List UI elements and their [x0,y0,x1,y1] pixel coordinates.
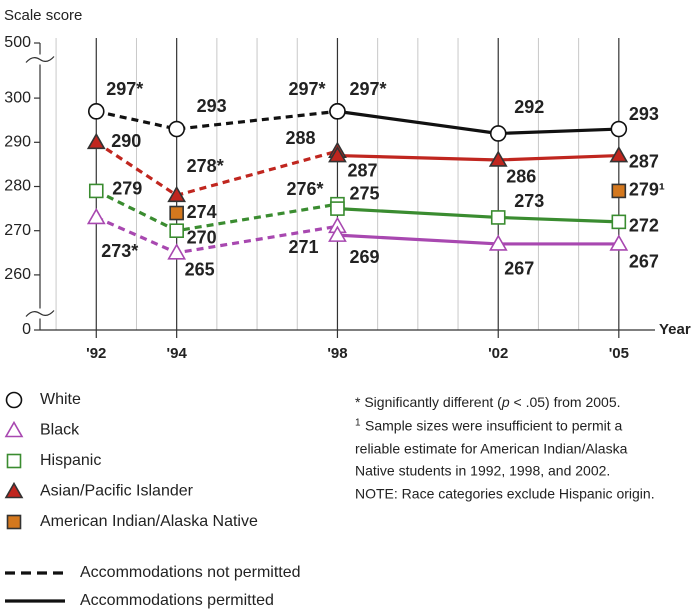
data-label: 293 [629,104,659,124]
data-label: 269 [349,247,379,267]
data-label: 297* [349,79,386,99]
data-label: 275 [349,183,379,203]
marker [488,234,508,251]
marker [328,145,347,163]
series-line [337,233,619,246]
data-label: 267 [629,252,659,272]
legend-label: Accommodations not permitted [80,564,301,581]
marker [609,145,629,163]
series-line [337,153,619,162]
marker [611,183,627,199]
data-label: 288 [285,128,315,148]
note-race: NOTE: Race categories exclude Hispanic o… [355,486,655,502]
legend-label: White [40,391,81,408]
y-tick-label: 290 [4,134,31,151]
data-label: 276* [286,179,323,199]
note-significance: * Significantly different (p < .05) from… [355,394,621,410]
marker [609,234,629,251]
marker [4,420,24,438]
marker [490,210,506,225]
footnote-line: reliable estimate for American Indian/Al… [355,441,628,457]
footnote-line: Native students in 1992, 1998, and 2002. [355,463,610,479]
marker [6,514,22,530]
series-line [337,109,619,136]
data-label: 279¹ [629,180,665,200]
data-label: 297* [288,79,325,99]
data-label: 287 [347,160,377,180]
axis-break [25,310,55,317]
series-line [337,207,619,224]
x-tick-label: '94 [167,345,188,362]
marker [5,391,23,409]
legend-label: Hispanic [40,452,101,469]
marker [168,120,185,138]
note-part: * Significantly different ( [355,394,502,410]
x-tick-label: '98 [327,345,347,362]
y-tick-label: 280 [4,178,31,195]
marker [167,243,187,260]
data-label: 265 [185,260,215,280]
axis-break [25,56,55,63]
data-label: 287 [629,151,659,171]
marker [488,150,508,167]
y-tick-label: 300 [4,89,31,106]
data-label: 270 [187,227,217,247]
data-label: 273 [514,191,544,211]
marker [329,103,346,120]
x-axis-title: Year [659,321,691,338]
note-part: < .05) from 2005. [510,394,621,410]
marker [169,223,184,238]
data-label: 278* [187,156,224,176]
x-tick-label: '02 [488,345,508,362]
data-label: 290 [111,131,141,151]
data-label: 297* [106,79,143,99]
marker [4,481,24,499]
data-label: 279 [112,179,142,199]
data-label: 286 [506,167,536,187]
y-tick-label: 500 [4,34,31,51]
legend-label: Black [40,422,80,439]
marker [86,207,106,225]
y-tick-label: 270 [4,222,31,239]
y-tick-label: 0 [22,321,31,338]
marker [6,453,22,469]
note-part: p [501,394,510,410]
data-label: 267 [504,259,534,279]
marker [86,132,106,150]
data-label: 292 [514,97,544,117]
marker [328,225,347,242]
legend-label: Accommodations permitted [80,592,274,609]
footnote-mark: 1 [355,418,361,429]
marker [167,185,187,203]
y-tick-label: 260 [4,266,31,283]
marker [610,120,628,138]
marker [330,201,345,216]
data-label: 272 [629,216,659,236]
x-tick-label: '05 [609,345,629,362]
data-label: 274 [187,202,217,222]
marker [169,205,184,221]
legend-label: American Indian/Alaska Native [40,513,258,530]
data-label: 273* [101,241,138,261]
marker [611,214,627,230]
y-axis-title: Scale score [4,7,82,24]
data-label: 293 [197,96,227,116]
marker [87,103,105,120]
series-line [95,109,338,131]
marker [489,125,507,142]
legend-label: Asian/Pacific Islander [40,483,194,500]
marker [88,183,104,199]
x-tick-label: '92 [86,345,106,362]
footnote-line: Sample sizes were insufficient to permit… [365,418,623,434]
data-label: 271 [288,237,318,257]
